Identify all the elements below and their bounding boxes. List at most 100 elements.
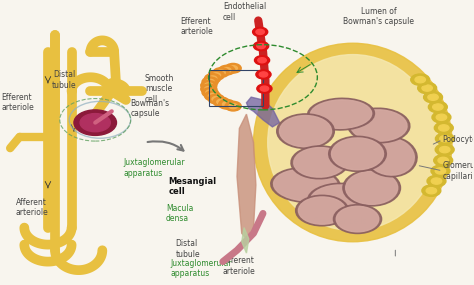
Circle shape: [258, 58, 266, 63]
Ellipse shape: [336, 206, 379, 232]
Ellipse shape: [308, 98, 374, 130]
Circle shape: [436, 114, 447, 120]
Circle shape: [225, 101, 241, 111]
Circle shape: [208, 70, 224, 80]
Text: Distal
tubule: Distal tubule: [175, 239, 200, 258]
Circle shape: [438, 157, 448, 164]
Text: Efferent
arteriole: Efferent arteriole: [180, 17, 213, 36]
Circle shape: [205, 74, 220, 83]
Circle shape: [206, 90, 214, 95]
Ellipse shape: [347, 108, 410, 143]
Circle shape: [206, 79, 214, 84]
Circle shape: [229, 103, 237, 109]
Ellipse shape: [254, 43, 452, 242]
Text: Afferent
arteriole: Afferent arteriole: [223, 256, 256, 276]
Circle shape: [254, 42, 269, 51]
Ellipse shape: [343, 170, 401, 206]
Ellipse shape: [346, 172, 398, 204]
Circle shape: [440, 136, 450, 142]
Circle shape: [213, 97, 229, 107]
Ellipse shape: [277, 114, 334, 148]
Text: Smooth
muscle
cell: Smooth muscle cell: [145, 74, 174, 103]
Circle shape: [80, 113, 110, 132]
Text: Mesangial
cell: Mesangial cell: [168, 177, 217, 196]
Ellipse shape: [296, 195, 348, 226]
Text: Glomerular
capillaries: Glomerular capillaries: [443, 161, 474, 181]
Text: Juxtaglomerular
apparatus: Juxtaglomerular apparatus: [171, 259, 232, 278]
Polygon shape: [246, 97, 280, 127]
Circle shape: [74, 110, 117, 135]
Circle shape: [201, 84, 217, 94]
Polygon shape: [242, 228, 249, 253]
Circle shape: [217, 70, 225, 75]
Circle shape: [431, 165, 450, 177]
Ellipse shape: [273, 169, 337, 201]
Circle shape: [436, 133, 454, 144]
Circle shape: [222, 68, 231, 73]
Ellipse shape: [268, 55, 438, 230]
Circle shape: [202, 88, 218, 97]
Ellipse shape: [308, 183, 370, 215]
Ellipse shape: [310, 185, 367, 213]
Ellipse shape: [331, 138, 383, 170]
Ellipse shape: [310, 100, 372, 128]
Circle shape: [205, 91, 220, 101]
Text: Distal
tubule: Distal tubule: [52, 70, 77, 90]
Circle shape: [225, 64, 241, 73]
Circle shape: [422, 185, 441, 196]
Text: Efferent
arteriole: Efferent arteriole: [1, 93, 35, 113]
Circle shape: [212, 97, 220, 102]
Ellipse shape: [350, 110, 407, 141]
Circle shape: [434, 122, 453, 134]
Circle shape: [219, 65, 235, 75]
Text: Macula
densa: Macula densa: [166, 204, 193, 223]
Circle shape: [424, 91, 443, 103]
Ellipse shape: [364, 137, 417, 177]
Circle shape: [438, 125, 449, 131]
Circle shape: [415, 77, 426, 83]
Circle shape: [217, 99, 225, 104]
Circle shape: [208, 94, 224, 104]
Circle shape: [229, 66, 237, 71]
Circle shape: [433, 104, 443, 110]
Text: Podocyte: Podocyte: [443, 135, 474, 144]
Circle shape: [202, 77, 218, 87]
Circle shape: [256, 29, 264, 34]
Circle shape: [205, 86, 213, 91]
Ellipse shape: [333, 205, 382, 233]
Ellipse shape: [280, 115, 331, 147]
Text: Afferent
arteriole: Afferent arteriole: [15, 198, 48, 217]
Circle shape: [209, 93, 217, 99]
Circle shape: [427, 175, 446, 187]
Circle shape: [201, 81, 217, 90]
Circle shape: [222, 102, 231, 107]
Ellipse shape: [294, 148, 346, 177]
Circle shape: [422, 85, 432, 91]
Ellipse shape: [291, 146, 348, 179]
Circle shape: [213, 68, 229, 77]
Circle shape: [431, 178, 442, 184]
Circle shape: [418, 82, 437, 94]
Circle shape: [434, 155, 453, 166]
Circle shape: [205, 83, 213, 88]
Text: Juxtaglomerular
apparatus: Juxtaglomerular apparatus: [124, 158, 185, 178]
Ellipse shape: [299, 197, 346, 224]
Circle shape: [435, 168, 446, 174]
Circle shape: [439, 146, 450, 153]
Text: Bowman's
capsule: Bowman's capsule: [131, 99, 170, 118]
Circle shape: [411, 74, 429, 85]
Circle shape: [255, 56, 270, 65]
Ellipse shape: [271, 168, 340, 202]
Circle shape: [426, 188, 437, 194]
Circle shape: [432, 112, 451, 123]
Circle shape: [256, 70, 271, 79]
Circle shape: [435, 144, 454, 155]
Circle shape: [253, 27, 268, 36]
Circle shape: [428, 94, 438, 100]
Circle shape: [209, 76, 217, 81]
Ellipse shape: [328, 136, 386, 171]
Text: Lumen of
Bowman's capsule: Lumen of Bowman's capsule: [343, 7, 414, 26]
Ellipse shape: [367, 138, 414, 175]
Circle shape: [428, 101, 447, 113]
Text: Granular cells: Granular cells: [313, 217, 366, 226]
